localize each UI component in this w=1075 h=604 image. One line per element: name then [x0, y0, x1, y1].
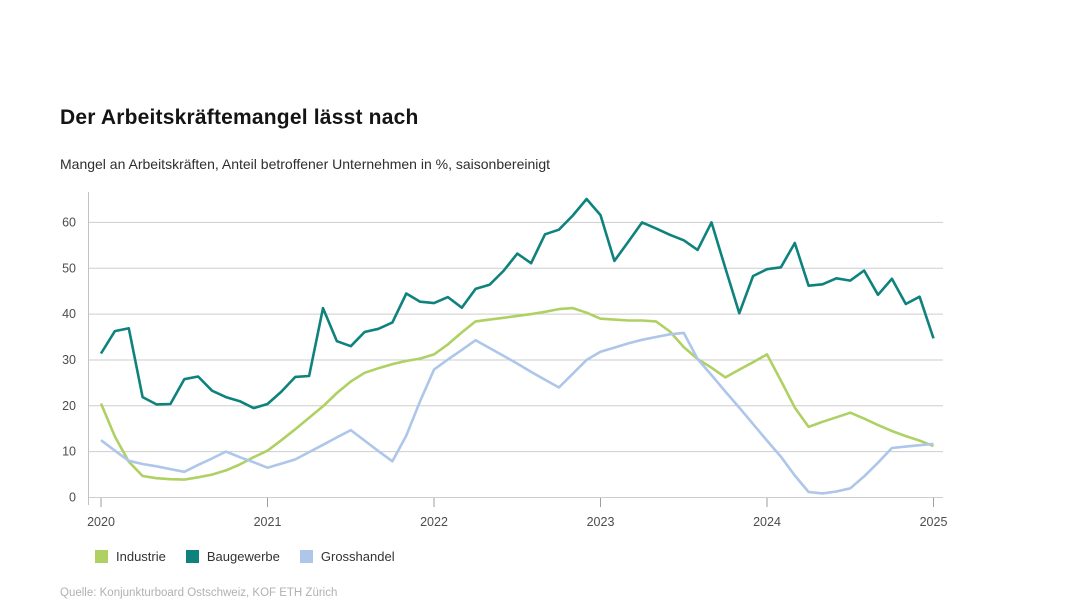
x-tick-label: 2021	[254, 515, 282, 529]
legend-label-industrie: Industrie	[116, 549, 166, 564]
source-note: Quelle: Konjunkturboard Ostschweiz, KOF …	[60, 587, 338, 599]
x-tick-label: 2025	[920, 515, 948, 529]
x-tick-label: 2024	[753, 515, 781, 529]
legend-item-grosshandel: Grosshandel	[299, 549, 395, 564]
y-tick-label: 0	[69, 491, 76, 505]
series-line-baugewerbe	[99, 197, 935, 410]
legend-item-industrie: Industrie	[95, 549, 166, 564]
y-tick-label: 50	[62, 261, 76, 275]
legend-swatch-baugewerbe	[185, 550, 199, 563]
chart-title: Der Arbeitskräftemangel lässt nach	[60, 106, 419, 129]
legend-label-grosshandel: Grosshandel	[320, 549, 395, 564]
x-tick-label: 2020	[87, 515, 115, 529]
legend-swatch-grosshandel	[299, 550, 313, 563]
y-tick-label: 30	[62, 353, 76, 367]
x-tick-label: 2022	[420, 515, 448, 529]
chart-subtitle: Mangel an Arbeitskräften, Anteil betroff…	[60, 156, 551, 172]
chart-legend: Industrie Baugewerbe Grosshandel	[95, 549, 395, 564]
y-tick-label: 40	[62, 307, 76, 321]
y-tick-label: 20	[62, 399, 76, 413]
series-line-grosshandel	[100, 331, 934, 495]
series-line-industrie	[99, 306, 934, 481]
x-tick-label: 2023	[587, 515, 615, 529]
legend-swatch-industrie	[95, 550, 108, 563]
y-tick-label: 10	[62, 445, 76, 459]
legend-item-baugewerbe: Baugewerbe	[185, 549, 280, 564]
legend-label-baugewerbe: Baugewerbe	[206, 549, 280, 564]
y-tick-label: 60	[62, 215, 76, 229]
